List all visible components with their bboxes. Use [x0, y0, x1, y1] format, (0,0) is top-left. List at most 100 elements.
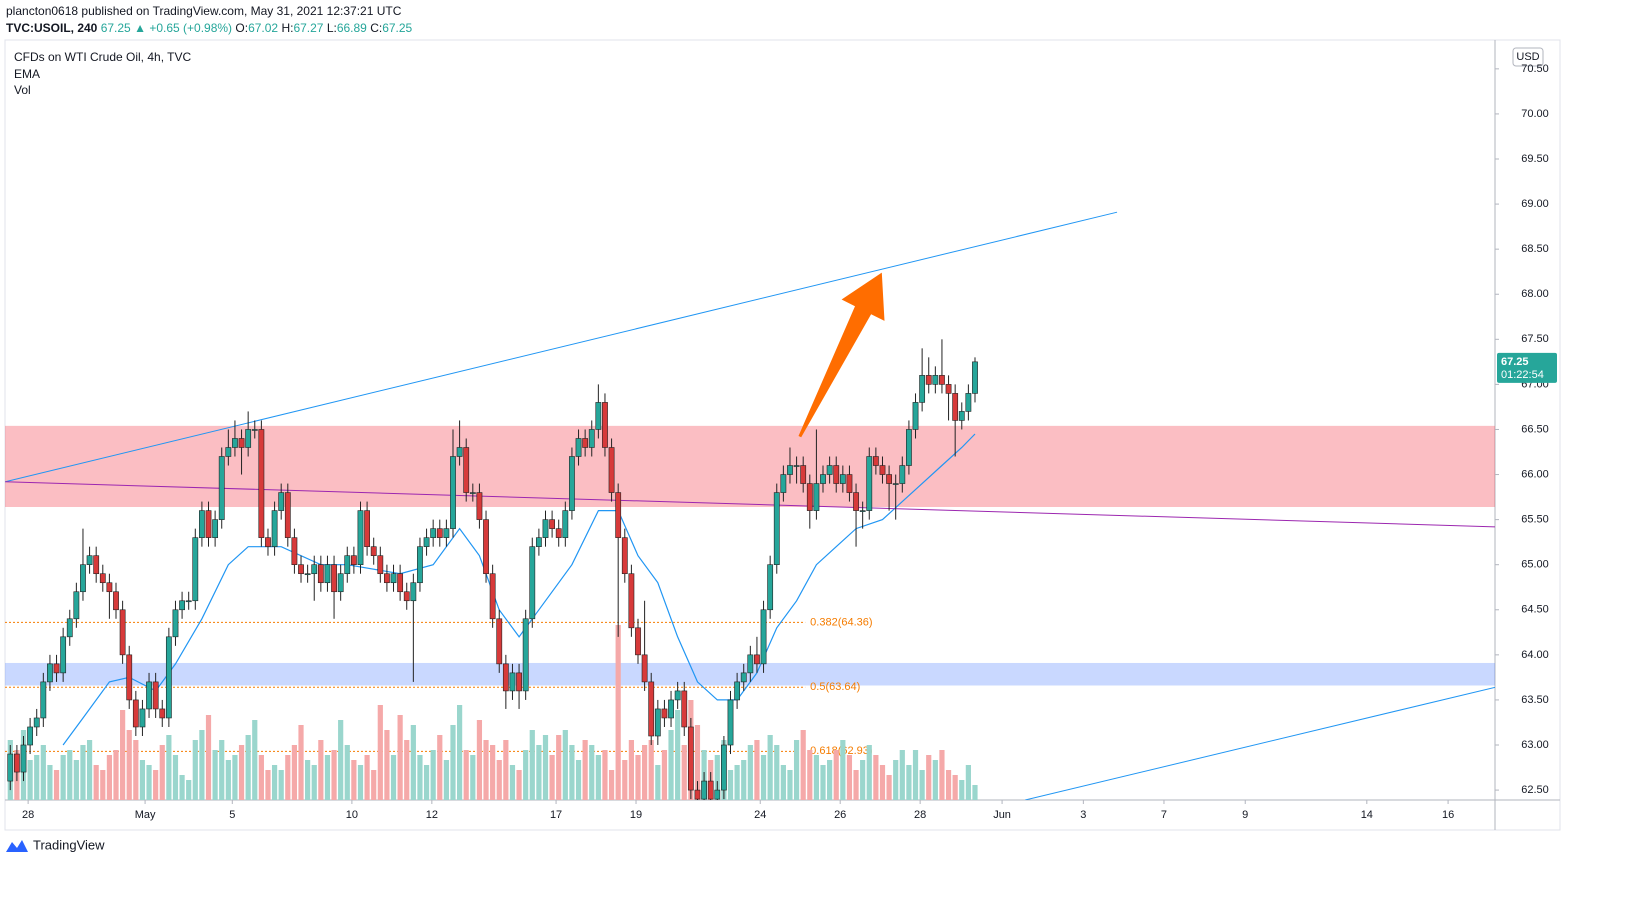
candle-body	[648, 681, 655, 737]
candle-body	[423, 537, 430, 547]
candle-body	[972, 361, 978, 394]
volume-bar	[945, 770, 952, 800]
candle-body	[886, 474, 892, 484]
countdown: 01:22:54	[1501, 369, 1544, 381]
footer-brand: TradingView	[33, 837, 105, 852]
candle-body	[932, 375, 939, 385]
candle-body	[608, 447, 615, 493]
candle-body	[139, 708, 146, 728]
volume-bar	[166, 735, 172, 800]
candle-body	[146, 681, 152, 710]
trendline	[5, 211, 1118, 483]
candle-body	[899, 465, 906, 484]
volume-bar	[298, 725, 304, 800]
footer-logo	[6, 840, 28, 852]
last-price-box	[1497, 352, 1557, 383]
candle-body	[192, 537, 199, 602]
volume-bar	[866, 745, 872, 800]
volume-bar	[377, 705, 383, 800]
volume-bar	[86, 740, 93, 800]
volume-bar	[886, 775, 892, 800]
volume-bar	[846, 755, 853, 800]
candle-body	[965, 393, 972, 412]
candle-body	[258, 429, 265, 538]
candle-body	[397, 573, 404, 593]
candle-body	[119, 609, 126, 656]
candle-body	[562, 510, 569, 538]
candle-body	[866, 456, 873, 511]
fib-label: 0.382(64.36)	[810, 616, 872, 628]
candle-body	[7, 753, 14, 782]
candle-body	[463, 447, 470, 493]
candle-body	[73, 591, 80, 620]
candle-body	[687, 726, 694, 791]
candle-body	[33, 717, 40, 728]
candle-body	[674, 690, 681, 701]
candle-body	[251, 429, 258, 431]
candle-body	[443, 528, 450, 538]
candle-body	[317, 564, 324, 584]
candle-body	[86, 555, 93, 565]
candle-body	[218, 456, 225, 520]
c-value: 67.25	[382, 21, 412, 35]
candle-body	[906, 429, 912, 466]
candle-body	[595, 402, 602, 430]
y-tick-label: 69.00	[1521, 198, 1549, 210]
y-tick-label: 65.50	[1521, 514, 1549, 526]
l-value: 66.89	[337, 21, 367, 35]
volume-bar	[589, 745, 595, 800]
volume-bar	[285, 755, 291, 800]
volume-bar	[873, 755, 879, 800]
candle-body	[754, 654, 760, 665]
candle-body	[113, 591, 119, 611]
candle-body	[284, 492, 291, 538]
volume-bar	[443, 760, 449, 800]
volume-bar	[542, 735, 549, 800]
volume-bar	[258, 755, 264, 800]
candle-body	[535, 537, 542, 547]
candle-body	[430, 528, 437, 538]
volume-bar	[192, 740, 198, 800]
volume-bar	[727, 770, 734, 800]
x-tick-label: 28	[22, 809, 34, 821]
fib-label: 0.5(63.64)	[810, 681, 860, 693]
volume-bar	[252, 720, 258, 800]
y-tick-label: 65.00	[1521, 559, 1549, 571]
candle-body	[278, 492, 285, 511]
candle-body	[919, 375, 926, 403]
candle-body	[106, 582, 113, 593]
y-tick-label: 67.50	[1521, 333, 1549, 345]
candle-body	[364, 510, 370, 547]
candle-body	[66, 618, 73, 638]
volume-bar	[113, 750, 119, 800]
volume-bar	[926, 755, 932, 800]
volume-bar	[120, 710, 126, 800]
volume-bar	[100, 770, 106, 800]
candle-body	[185, 600, 192, 603]
candle-body	[529, 546, 536, 620]
x-tick-label: May	[135, 809, 156, 821]
volume-bar	[80, 745, 86, 800]
candle-body	[436, 528, 443, 538]
currency-box[interactable]	[1512, 47, 1544, 67]
candle-body	[403, 591, 410, 602]
volume-bar	[833, 750, 839, 800]
candle-body	[939, 375, 945, 385]
volume-bar	[899, 750, 905, 800]
x-tick-label: 14	[1361, 809, 1373, 821]
y-tick-label: 70.50	[1521, 63, 1549, 75]
candle-body	[13, 753, 20, 773]
volume-bar	[318, 740, 324, 800]
volume-bar	[60, 755, 66, 800]
volume-bar	[186, 780, 192, 800]
volume-bar	[430, 750, 436, 800]
publisher: plancton0618 published on TradingView.co…	[6, 4, 402, 18]
volume-bar	[622, 760, 628, 800]
candle-body	[225, 447, 232, 457]
candle-body	[833, 465, 840, 484]
indicator-vol: Vol	[14, 83, 31, 97]
volume-bar	[668, 730, 674, 800]
candle-body	[892, 483, 899, 485]
candle-body	[582, 438, 589, 448]
